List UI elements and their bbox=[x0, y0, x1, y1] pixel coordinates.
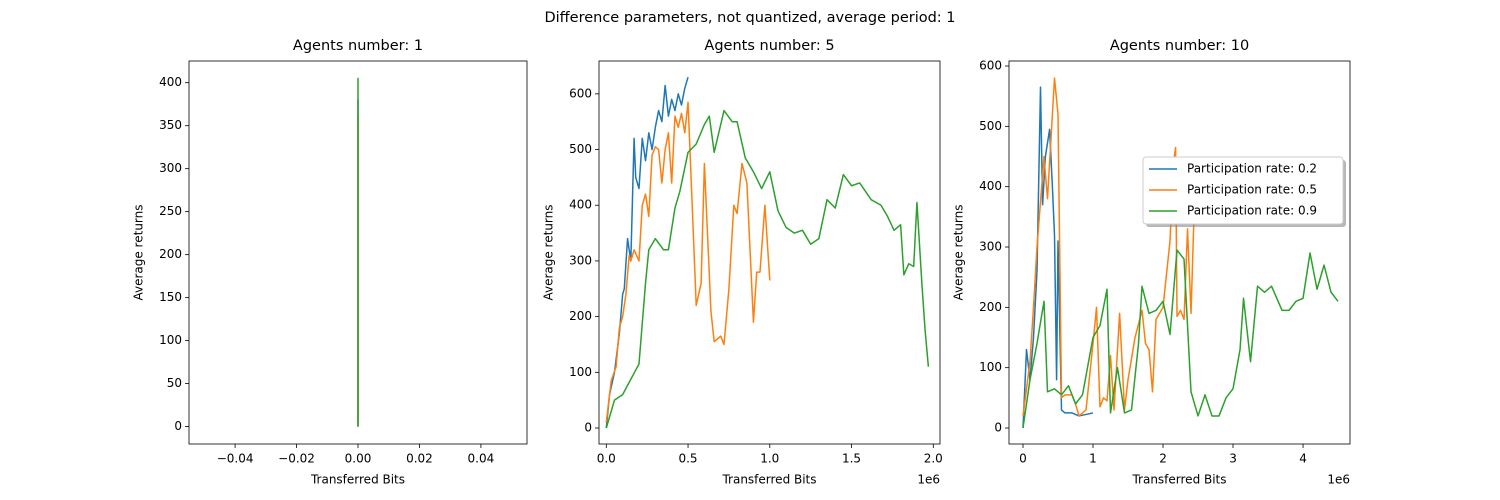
y-tick-label: 300 bbox=[159, 161, 182, 175]
y-tick-label: 500 bbox=[569, 142, 592, 156]
axes-frame bbox=[598, 60, 941, 445]
y-axis-label: Average returns bbox=[542, 204, 556, 300]
y-tick-label: 300 bbox=[979, 240, 1002, 254]
y-tick-label: 0 bbox=[994, 421, 1002, 435]
y-axis-label: Average returns bbox=[952, 204, 966, 300]
axes-frame bbox=[188, 60, 528, 445]
x-offset-label: 1e6 bbox=[917, 473, 940, 487]
subplot-title: Agents number: 5 bbox=[704, 38, 834, 54]
data-line bbox=[605, 109, 930, 429]
x-tick-label: 0.0 bbox=[597, 452, 616, 466]
y-tick-label: 100 bbox=[569, 365, 592, 379]
y-tick-label: 200 bbox=[159, 247, 182, 261]
x-tick-label: 2.0 bbox=[924, 452, 943, 466]
x-tick-label: 0.00 bbox=[345, 452, 372, 466]
x-tick-label: 0.02 bbox=[406, 452, 433, 466]
x-tick-label: 1.5 bbox=[842, 452, 861, 466]
y-tick-label: 100 bbox=[159, 333, 182, 347]
legend-label: Participation rate: 0.2 bbox=[1187, 162, 1317, 176]
y-tick-label: 0 bbox=[174, 419, 182, 433]
x-tick-label: −0.02 bbox=[278, 452, 315, 466]
x-axis-label: Transferred Bits bbox=[310, 473, 405, 487]
y-axis-label: Average returns bbox=[132, 204, 146, 300]
y-tick-label: 600 bbox=[979, 59, 1002, 73]
y-tick-label: 200 bbox=[979, 300, 1002, 314]
legend bbox=[1142, 156, 1344, 225]
axes-frame bbox=[1008, 60, 1351, 445]
x-tick-label: 1 bbox=[1089, 452, 1097, 466]
x-tick-label: 3 bbox=[1229, 452, 1237, 466]
x-tick-label: 0 bbox=[1019, 452, 1027, 466]
data-line bbox=[605, 76, 689, 429]
y-tick-label: 600 bbox=[569, 86, 592, 100]
y-tick-label: 400 bbox=[569, 198, 592, 212]
y-tick-label: 200 bbox=[569, 309, 592, 323]
x-tick-label: 2 bbox=[1159, 452, 1167, 466]
subplot-title: Agents number: 1 bbox=[293, 38, 423, 54]
y-tick-label: 300 bbox=[569, 253, 592, 267]
x-tick-label: 0.5 bbox=[678, 452, 697, 466]
data-line bbox=[1022, 249, 1339, 429]
y-tick-label: 400 bbox=[159, 75, 182, 89]
y-tick-label: 100 bbox=[979, 360, 1002, 374]
y-tick-label: 250 bbox=[159, 204, 182, 218]
data-line bbox=[1022, 86, 1094, 429]
figure-title: Difference parameters, not quantized, av… bbox=[544, 10, 955, 26]
x-tick-label: 1.0 bbox=[760, 452, 779, 466]
x-axis-label: Transferred Bits bbox=[721, 473, 816, 487]
subplot-title: Agents number: 10 bbox=[1110, 38, 1249, 54]
y-tick-label: 400 bbox=[979, 179, 1002, 193]
legend-label: Participation rate: 0.9 bbox=[1187, 204, 1317, 218]
y-tick-label: 150 bbox=[159, 290, 182, 304]
x-offset-label: 1e6 bbox=[1327, 473, 1350, 487]
y-tick-label: 0 bbox=[584, 421, 592, 435]
y-tick-label: 350 bbox=[159, 118, 182, 132]
y-tick-label: 500 bbox=[979, 119, 1002, 133]
x-axis-label: Transferred Bits bbox=[1131, 473, 1226, 487]
data-line bbox=[605, 101, 771, 423]
x-tick-label: −0.04 bbox=[217, 452, 254, 466]
legend-label: Participation rate: 0.5 bbox=[1187, 183, 1317, 197]
x-tick-label: 4 bbox=[1299, 452, 1307, 466]
x-tick-label: 0.04 bbox=[468, 452, 495, 466]
y-tick-label: 50 bbox=[167, 376, 182, 390]
